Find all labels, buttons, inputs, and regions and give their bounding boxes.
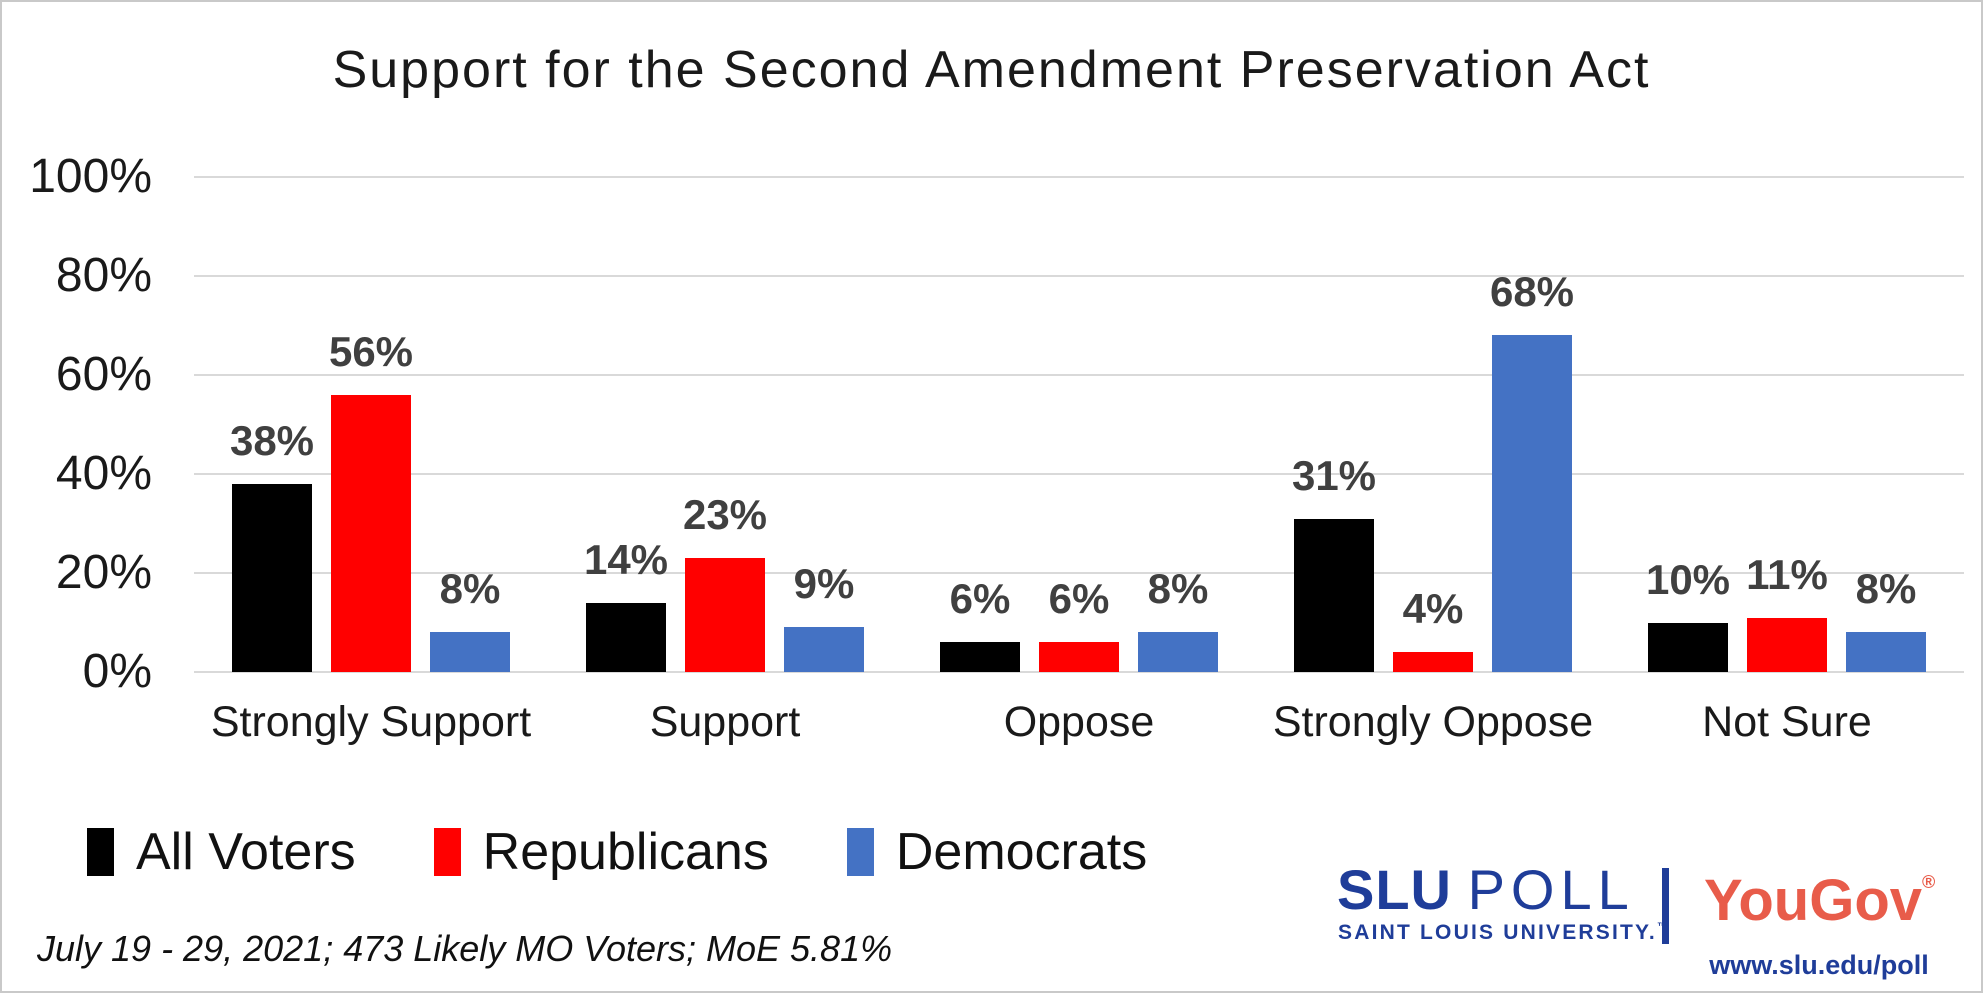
- category-label: Oppose: [1003, 698, 1155, 746]
- gridline: [194, 671, 1964, 673]
- bar-value-label: 8%: [439, 565, 501, 613]
- slu-poll-logo: SLU POLL: [1337, 862, 1635, 918]
- branding-area: SLU POLL SAINT LOUIS UNIVERSITY.™ YouGov…: [1332, 860, 1952, 985]
- bar: [685, 558, 765, 672]
- bar: [1747, 617, 1827, 672]
- y-axis: 0% 20% 40% 60% 80% 100%: [2, 150, 152, 698]
- chart-title: Support for the Second Amendment Preserv…: [332, 41, 1651, 99]
- gridline: [194, 572, 1964, 574]
- y-axis-tick-label: 100%: [29, 150, 152, 203]
- bar: [1393, 652, 1473, 672]
- bar-value-label: 31%: [1291, 451, 1377, 499]
- slu-subtitle-text: SAINT LOUIS UNIVERSITY.: [1338, 921, 1657, 944]
- slu-subtitle: SAINT LOUIS UNIVERSITY.™: [1338, 921, 1670, 945]
- bar: [430, 632, 510, 672]
- poll-url: www.slu.edu/poll: [1709, 950, 1929, 980]
- gridline: [194, 176, 1964, 178]
- slu-logo-text: SLU: [1337, 858, 1452, 921]
- bar-value-label: 9%: [793, 560, 855, 608]
- footnote: July 19 - 29, 2021; 473 Likely MO Voters…: [37, 928, 893, 969]
- y-axis-tick-label: 60%: [55, 348, 152, 401]
- legend-label: Democrats: [895, 823, 1148, 881]
- bar-value-label: 6%: [1048, 575, 1110, 623]
- bar: [940, 642, 1020, 672]
- bar: [1138, 632, 1218, 672]
- legend-swatch: [846, 828, 874, 876]
- category-label: Strongly Support: [210, 698, 532, 746]
- y-axis-tick-label: 80%: [55, 249, 152, 302]
- bar: [1492, 335, 1572, 672]
- legend-label: All Voters: [136, 823, 356, 881]
- bar-value-label: 56%: [328, 327, 414, 375]
- legend-swatch: [87, 828, 114, 876]
- legend-item: All Voters: [87, 822, 356, 882]
- plot-area: 38% 56% 8% 14% 23% 9% 6% 6% 8% 31% 4% 68% 10% 11% 8%: [194, 176, 1964, 673]
- yougov-logo-text: YouGov: [1704, 868, 1923, 933]
- category-label: Not Sure: [1702, 698, 1872, 746]
- bar: [784, 627, 864, 672]
- bar-value-label: 4%: [1402, 585, 1464, 633]
- bar-value-label: 14%: [583, 535, 669, 583]
- bar-value-label: 8%: [1855, 565, 1917, 613]
- legend-item: Democrats: [846, 822, 1148, 882]
- y-axis-tick-label: 0%: [82, 645, 152, 698]
- bar-value-label: 8%: [1147, 565, 1209, 613]
- gridline: [194, 473, 1964, 475]
- gridline: [194, 275, 1964, 277]
- legend-item: Republicans: [433, 822, 769, 882]
- bar-value-label: 68%: [1489, 268, 1575, 316]
- bar: [1294, 518, 1374, 672]
- bar-value-label: 10%: [1645, 555, 1731, 603]
- bar: [331, 394, 411, 672]
- bar: [1039, 642, 1119, 672]
- bar-value-label: 11%: [1746, 550, 1828, 598]
- legend: All Voters Republicans Democrats: [87, 822, 1147, 882]
- y-axis-tick-label: 20%: [55, 546, 152, 599]
- bar: [1846, 632, 1926, 672]
- registered-symbol: ®: [1922, 872, 1936, 892]
- legend-label: Republicans: [482, 823, 769, 881]
- category-label: Strongly Oppose: [1272, 698, 1594, 746]
- gridline: [194, 374, 1964, 376]
- bar-value-label: 6%: [949, 575, 1011, 623]
- bar: [232, 483, 312, 672]
- y-axis-tick-label: 40%: [55, 447, 152, 500]
- bar-value-label: 38%: [229, 416, 315, 464]
- category-label: Support: [649, 698, 801, 746]
- legend-swatch: [433, 828, 461, 876]
- logo-divider: [1662, 868, 1669, 944]
- bar: [586, 602, 666, 672]
- bar: [1648, 622, 1728, 672]
- yougov-logo: YouGov®: [1704, 872, 1935, 930]
- poll-logo-text: POLL: [1467, 858, 1635, 921]
- bar-value-label: 23%: [682, 491, 768, 539]
